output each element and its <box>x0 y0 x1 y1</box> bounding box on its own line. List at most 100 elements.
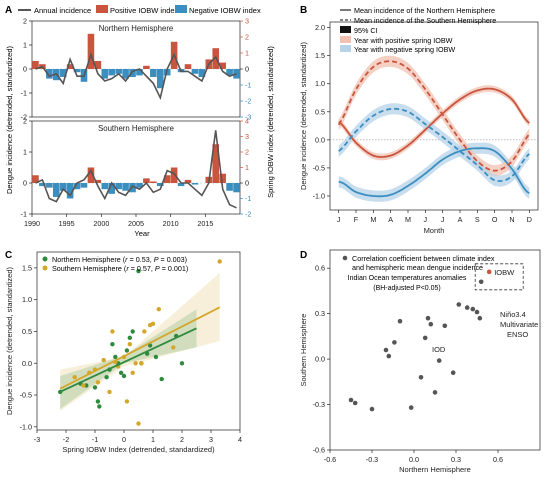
legend-annual-label: Annual incidence <box>34 6 91 15</box>
iobw-bar-negative <box>101 69 109 79</box>
point-north <box>124 348 130 353</box>
panel-a-south-plot: -1 0 1 2 -2 -1 0 1 2 3 4 Southern Hemisphere 1990 199… <box>21 117 252 229</box>
iobw-bar-negative <box>46 69 53 79</box>
ytick-label: 0.0 <box>315 355 325 364</box>
ytick-label-right: -2 <box>245 97 251 106</box>
panel-c-plot: -1.0 -0.5 0.0 0.5 1.0 1.5 -3 -2 -1 0 1 2 3 4 Spring IO… <box>5 251 242 454</box>
ytick-label-right: 3 <box>245 132 249 141</box>
panel-d-subtitle-2: (BH-adjusted P<0.05) <box>373 285 441 292</box>
legend-negative-label: Negative IOBW index <box>189 6 261 15</box>
legend-positive-swatch <box>96 5 108 13</box>
xtick-label: M <box>370 215 376 224</box>
xtick-label: 3 <box>209 435 213 444</box>
xtick-label: -0.6 <box>324 455 336 464</box>
xtick-label: 0.6 <box>493 455 503 464</box>
subplot-title: Northern Hemisphere <box>99 24 174 33</box>
iobw-bar-positive <box>87 167 95 183</box>
point-north <box>92 385 98 390</box>
mei-label-1: Multivariate <box>500 320 538 329</box>
iobw-bar-negative <box>59 69 67 77</box>
ytick-label-right: 2 <box>245 148 249 157</box>
correlation-point <box>436 358 442 363</box>
iobw-bar-positive <box>32 61 39 69</box>
panel-c: C -1.0 -0.5 0.0 0.5 1.0 1.5 -3 -2 -1 0 1 2 3 4 Spring … <box>5 250 242 454</box>
ytick-label-left: 0 <box>23 65 27 74</box>
correlation-point <box>386 353 392 359</box>
nino-label: Niño3.4 <box>500 310 526 319</box>
point-south <box>130 370 135 375</box>
correlation-point <box>450 370 456 376</box>
iod-label: IOD <box>432 345 446 354</box>
plot-frame <box>31 120 241 215</box>
iobw-bar-negative <box>108 183 116 194</box>
point-south <box>81 383 86 388</box>
correlation-point <box>464 305 470 310</box>
mean-line-north-negative <box>338 147 530 198</box>
point-north <box>159 376 164 382</box>
point-north <box>110 342 115 347</box>
correlation-point <box>397 318 403 324</box>
subplot-title: Southern Hemisphere <box>98 124 174 133</box>
legend-negative-swatch <box>175 5 187 13</box>
panel-a-ylabel-left: Dengue incidence (detrended, standardize… <box>5 45 14 194</box>
iobw-bar-negative <box>198 69 206 77</box>
xtick-label: 0 <box>122 435 126 444</box>
iobw-bar-negative <box>46 183 53 188</box>
correlation-point <box>422 335 428 341</box>
ytick-label: 0.0 <box>315 135 325 144</box>
panel-b-plot: -1.0 -0.5 0.0 0.5 1.0 1.5 2.0 J F M A M J J A S O N D Month… <box>299 21 539 235</box>
mei-label-2: ENSO <box>507 330 528 339</box>
point-south <box>139 361 144 366</box>
iobw-bar-negative <box>136 69 143 76</box>
xtick-label: F <box>354 215 359 224</box>
panel-d-subtitle-1: Indian Ocean temperatures anomalies <box>348 275 467 282</box>
incidence-line <box>35 130 237 209</box>
mean-line-north-positive <box>338 87 530 158</box>
point-north <box>130 329 135 334</box>
panel-a-ylabel-right: Spring IOBW index (detrended, standardiz… <box>266 46 275 198</box>
point-south <box>95 380 101 385</box>
plot-frame <box>329 249 541 451</box>
xtick-label: M <box>405 215 411 224</box>
xtick-label: A <box>388 215 393 224</box>
point-north <box>121 373 127 379</box>
ytick-label-right: 0 <box>245 65 249 74</box>
xtick-label: 1 <box>151 435 155 444</box>
point-south <box>217 259 222 264</box>
ci-band-south-positive <box>338 55 530 177</box>
xtick-label: O <box>492 215 498 224</box>
iobw-bar-positive <box>66 64 74 69</box>
mean-line-south-positive <box>337 60 530 172</box>
iobw-bar-negative <box>39 183 46 187</box>
correlation-point <box>442 323 448 329</box>
ytick-label: 1.0 <box>315 79 325 88</box>
iobw-bar-negative <box>233 183 240 193</box>
iobw-bar-positive <box>94 179 102 183</box>
legend-south-dot <box>42 265 48 271</box>
ytick-label: 0.3 <box>315 309 325 318</box>
correlation-point <box>428 321 434 327</box>
point-north <box>95 399 101 404</box>
point-north <box>179 361 185 366</box>
iobw-bar-negative <box>191 183 199 185</box>
point-south <box>133 361 138 366</box>
ci-band-south <box>60 273 220 411</box>
ytick-label: 0.5 <box>22 327 32 336</box>
xtick-label: -1 <box>92 435 98 444</box>
panel-c-letter: C <box>5 250 12 261</box>
legend-ci-swatch <box>340 26 351 33</box>
iobw-bar-negative <box>129 69 136 77</box>
legend-south-text: Southern Hemisphere (r = 0.57, P = 0.001… <box>52 264 188 273</box>
y-axis-label: Dengue incidence (detrended, standardize… <box>299 41 308 190</box>
xtick-label: -0.3 <box>366 455 378 464</box>
ytick-label-right: -1 <box>245 194 251 203</box>
correlation-point <box>425 315 431 321</box>
legend-north-dot <box>42 256 48 262</box>
legend-south-label: Mean incidence of the Southern Hemispher… <box>354 16 496 25</box>
ytick-label-right: -3 <box>245 113 251 122</box>
xtick-label: J <box>337 215 341 224</box>
ytick-label-right: -1 <box>245 81 251 90</box>
xtick-label: 1995 <box>59 219 75 228</box>
legend-d-line2: and hemispheric mean dengue incidence <box>352 263 483 272</box>
